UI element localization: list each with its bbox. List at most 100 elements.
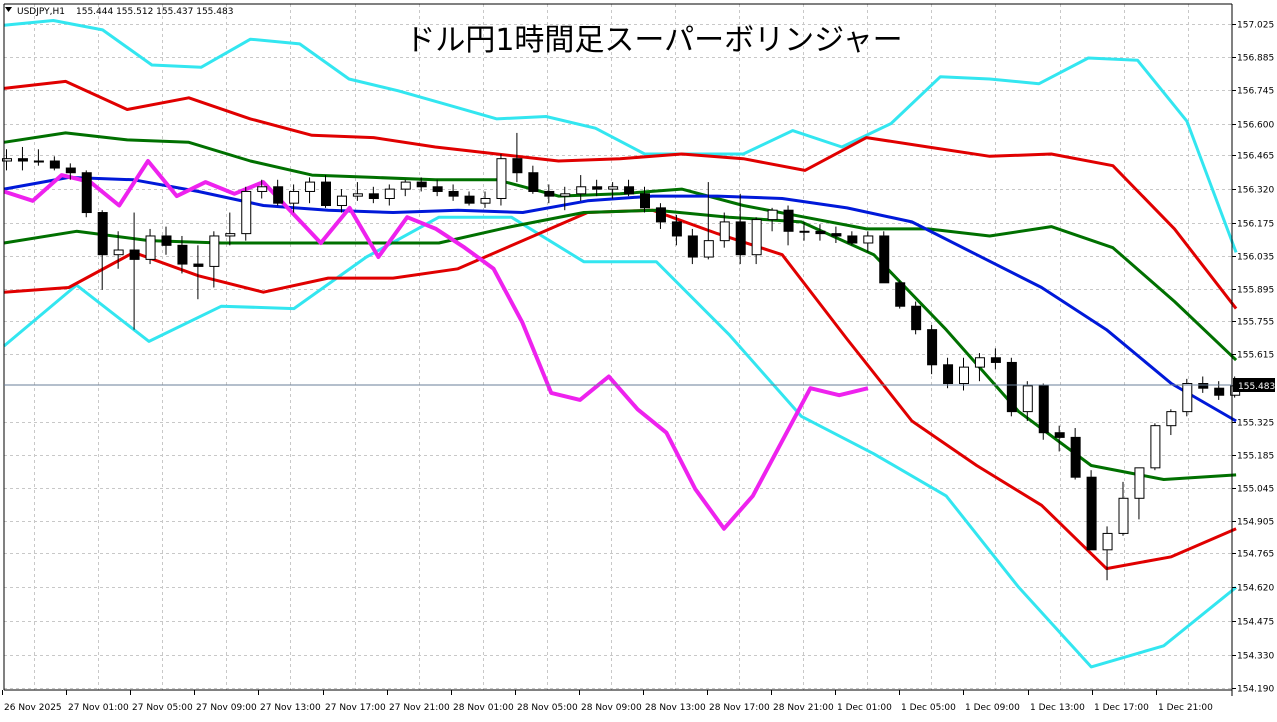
candle[interactable] xyxy=(416,177,427,192)
candle[interactable] xyxy=(2,149,12,171)
candle[interactable] xyxy=(1038,383,1049,440)
candlesticks[interactable] xyxy=(2,132,1241,581)
candle[interactable] xyxy=(783,205,794,246)
candle[interactable] xyxy=(974,353,985,382)
candle[interactable] xyxy=(687,228,698,265)
candle[interactable] xyxy=(767,207,778,232)
candle[interactable] xyxy=(927,324,938,375)
candle[interactable] xyxy=(273,179,284,206)
candle[interactable] xyxy=(831,226,842,243)
candle[interactable] xyxy=(799,221,810,241)
candle[interactable] xyxy=(1070,428,1081,480)
candle[interactable] xyxy=(177,235,188,274)
candle[interactable] xyxy=(289,184,300,213)
candle[interactable] xyxy=(1134,467,1145,520)
candle[interactable] xyxy=(512,132,523,183)
candle[interactable] xyxy=(1150,423,1161,471)
time-tick-label: 27 Nov 05:00 xyxy=(132,703,193,713)
candle[interactable] xyxy=(480,191,491,208)
candle-body-up xyxy=(496,158,507,199)
price-tick-label: 155.895 xyxy=(1237,286,1274,296)
candle-body-down xyxy=(687,235,698,258)
candle[interactable] xyxy=(671,214,682,246)
candle-body-up xyxy=(576,186,587,195)
candle[interactable] xyxy=(1006,357,1017,417)
candle[interactable] xyxy=(1118,481,1129,536)
candle[interactable] xyxy=(560,186,571,211)
candle-body-down xyxy=(847,235,858,244)
candle[interactable] xyxy=(863,231,874,253)
candle[interactable] xyxy=(879,231,890,284)
candle[interactable] xyxy=(1086,470,1097,551)
candle[interactable] xyxy=(193,245,204,300)
candle[interactable] xyxy=(815,224,826,241)
candle[interactable] xyxy=(640,186,650,213)
candle[interactable] xyxy=(384,184,395,206)
candle[interactable] xyxy=(368,186,379,204)
candle-body-up xyxy=(751,219,762,256)
candle[interactable] xyxy=(161,226,172,255)
candle[interactable] xyxy=(751,217,762,265)
candle-body-down xyxy=(831,233,842,237)
candle[interactable] xyxy=(113,231,124,269)
candle[interactable] xyxy=(97,210,108,290)
candle[interactable] xyxy=(847,231,858,246)
candle[interactable] xyxy=(464,191,475,206)
time-tick-label: 27 Nov 21:00 xyxy=(389,703,450,713)
candle[interactable] xyxy=(305,177,316,204)
candle[interactable] xyxy=(576,175,587,201)
candle[interactable] xyxy=(209,231,220,288)
candle[interactable] xyxy=(432,179,443,197)
candle[interactable] xyxy=(1166,409,1177,436)
candle[interactable] xyxy=(145,228,156,265)
symbol-dropdown-icon[interactable] xyxy=(5,7,12,12)
candle-body-up xyxy=(719,221,730,242)
candle[interactable] xyxy=(655,203,666,229)
candle[interactable] xyxy=(257,179,268,199)
candle[interactable] xyxy=(33,149,44,166)
candle-body-up xyxy=(959,366,969,385)
candle[interactable] xyxy=(1022,381,1033,421)
candle-body-up xyxy=(400,181,411,190)
candle-body-down xyxy=(193,263,204,267)
candle-body-up xyxy=(1022,385,1033,413)
candle[interactable] xyxy=(1214,381,1225,400)
candle[interactable] xyxy=(608,182,619,199)
candle[interactable] xyxy=(448,184,459,201)
candle-body-up xyxy=(974,357,985,368)
candle[interactable] xyxy=(352,182,363,201)
current-price-label: 155.483 xyxy=(1238,382,1275,392)
candle[interactable] xyxy=(1102,526,1113,581)
candle[interactable] xyxy=(990,348,1001,370)
candle[interactable] xyxy=(624,179,635,197)
candle[interactable] xyxy=(225,212,236,246)
candle[interactable] xyxy=(911,301,922,335)
candle[interactable] xyxy=(81,170,92,218)
candle[interactable] xyxy=(496,153,507,206)
candle[interactable] xyxy=(400,179,411,197)
candle[interactable] xyxy=(65,163,76,180)
candle[interactable] xyxy=(943,357,954,389)
candle-body-down xyxy=(368,193,379,199)
time-tick-label: 28 Nov 09:00 xyxy=(581,703,642,713)
candle-body-down xyxy=(815,230,826,235)
candle[interactable] xyxy=(336,189,347,213)
candle[interactable] xyxy=(895,280,906,309)
candle[interactable] xyxy=(321,175,331,208)
price-tick-label: 154.190 xyxy=(1237,685,1274,695)
candle[interactable] xyxy=(528,165,539,194)
candle[interactable] xyxy=(129,212,140,330)
time-tick-label: 1 Dec 05:00 xyxy=(901,703,956,713)
candle[interactable] xyxy=(1054,425,1065,452)
candle-body-down xyxy=(512,158,523,174)
candle[interactable] xyxy=(719,212,730,248)
candle[interactable] xyxy=(703,182,714,260)
candle[interactable] xyxy=(1182,378,1193,417)
candle[interactable] xyxy=(241,186,252,241)
candle[interactable] xyxy=(735,193,746,265)
candle[interactable] xyxy=(17,146,28,171)
candle[interactable] xyxy=(592,179,603,197)
candle[interactable] xyxy=(544,184,555,204)
candle[interactable] xyxy=(49,156,60,171)
